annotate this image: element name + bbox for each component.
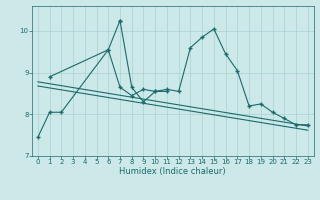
X-axis label: Humidex (Indice chaleur): Humidex (Indice chaleur) [119, 167, 226, 176]
